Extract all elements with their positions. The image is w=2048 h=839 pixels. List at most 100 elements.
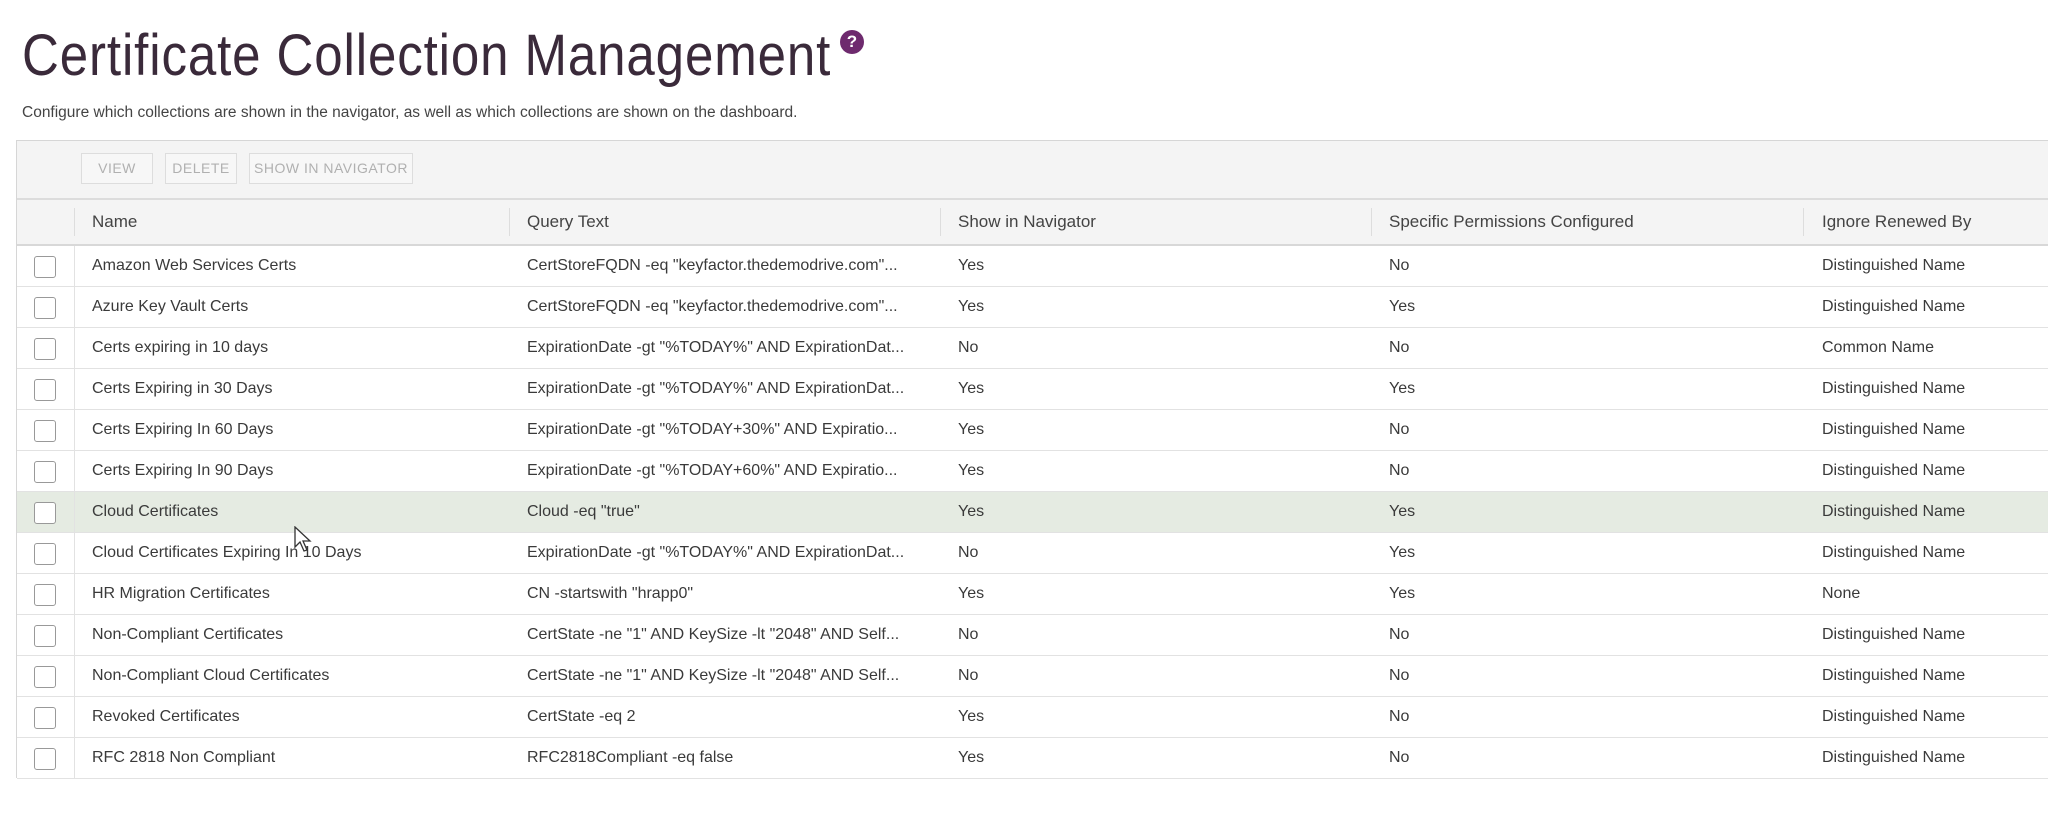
page-subtitle: Configure which collections are shown in… <box>22 104 798 121</box>
row-checkbox[interactable] <box>34 748 56 770</box>
cell-show-in-navigator: Yes <box>958 421 985 438</box>
cell-specific-permissions: No <box>1389 421 1410 438</box>
row-checkbox[interactable] <box>34 543 56 565</box>
cell-query-text: RFC2818Compliant -eq false <box>527 749 734 766</box>
table-row[interactable]: Certs Expiring In 90 Days ExpirationDate … <box>17 451 2048 492</box>
cell-show-in-navigator: No <box>958 544 979 561</box>
cell-name: Non-Compliant Cloud Certificates <box>92 667 330 684</box>
table-row[interactable]: HR Migration Certificates CN -startswith … <box>17 574 2048 615</box>
row-checkbox[interactable] <box>34 420 56 442</box>
cell-ignore-renewed-by: Distinguished Name <box>1822 380 1966 397</box>
row-checkbox[interactable] <box>34 584 56 606</box>
show-in-navigator-button[interactable]: SHOW IN NAVIGATOR <box>249 153 413 184</box>
cell-specific-permissions: No <box>1389 626 1410 643</box>
row-checkbox[interactable] <box>34 297 56 319</box>
cell-query-text: CertState -ne "1" AND KeySize -lt "2048"… <box>527 667 900 684</box>
cell-name: Certs expiring in 10 days <box>92 339 269 356</box>
cell-query-text: ExpirationDate -gt "%TODAY+60%" AND Expi… <box>527 462 898 479</box>
table-row[interactable]: Certs expiring in 10 days ExpirationDate … <box>17 328 2048 369</box>
row-checkbox[interactable] <box>34 461 56 483</box>
table-row[interactable]: Certs Expiring In 60 Days ExpirationDate … <box>17 410 2048 451</box>
cell-name: Cloud Certificates Expiring In 10 Days <box>92 544 362 561</box>
cell-query-text: CertState -eq 2 <box>527 708 636 725</box>
cell-show-in-navigator: No <box>958 626 979 643</box>
cell-show-in-navigator: Yes <box>958 298 985 315</box>
help-icon[interactable]: ? <box>840 30 864 54</box>
delete-button[interactable]: DELETE <box>165 153 237 184</box>
page-title: Certificate Collection Management <box>22 23 832 88</box>
cell-ignore-renewed-by: Distinguished Name <box>1822 544 1966 561</box>
cell-query-text: ExpirationDate -gt "%TODAY%" AND Expirat… <box>527 380 905 397</box>
cell-specific-permissions: No <box>1389 339 1410 356</box>
cell-query-text: ExpirationDate -gt "%TODAY%" AND Expirat… <box>527 339 905 356</box>
row-checkbox[interactable] <box>34 625 56 647</box>
cell-show-in-navigator: Yes <box>958 708 985 725</box>
view-button[interactable]: VIEW <box>81 153 153 184</box>
cell-specific-permissions: No <box>1389 708 1410 725</box>
cell-show-in-navigator: No <box>958 667 979 684</box>
cell-ignore-renewed-by: Distinguished Name <box>1822 708 1966 725</box>
cell-specific-permissions: Yes <box>1389 503 1416 520</box>
cell-ignore-renewed-by: None <box>1822 585 1861 602</box>
cell-show-in-navigator: Yes <box>958 380 985 397</box>
cell-name: HR Migration Certificates <box>92 585 270 602</box>
cell-query-text: CN -startswith "hrapp0" <box>527 585 694 602</box>
row-checkbox[interactable] <box>34 256 56 278</box>
grid-toolbar: VIEW DELETE SHOW IN NAVIGATOR <box>17 141 2048 200</box>
table-body: Amazon Web Services Certs CertStoreFQDN -… <box>17 246 2048 779</box>
table-row[interactable]: Amazon Web Services Certs CertStoreFQDN -… <box>17 246 2048 287</box>
cell-name: Certs Expiring In 60 Days <box>92 421 274 438</box>
cell-show-in-navigator: Yes <box>958 257 985 274</box>
cell-show-in-navigator: No <box>958 339 979 356</box>
cell-specific-permissions: No <box>1389 667 1410 684</box>
row-checkbox[interactable] <box>34 502 56 524</box>
mouse-cursor-icon <box>294 526 312 552</box>
column-header-show-in-navigator[interactable]: Show in Navigator <box>958 212 1096 231</box>
cell-specific-permissions: Yes <box>1389 585 1416 602</box>
cell-specific-permissions: No <box>1389 257 1410 274</box>
row-checkbox[interactable] <box>34 707 56 729</box>
table-row[interactable]: Revoked Certificates CertState -eq 2 Yes No… <box>17 697 2048 738</box>
cell-name: Certs Expiring In 90 Days <box>92 462 274 479</box>
cell-specific-permissions: Yes <box>1389 380 1416 397</box>
cell-specific-permissions: Yes <box>1389 298 1416 315</box>
table-row[interactable]: Non-Compliant Cloud Certificates CertStat… <box>17 656 2048 697</box>
cell-ignore-renewed-by: Distinguished Name <box>1822 462 1966 479</box>
cell-ignore-renewed-by: Distinguished Name <box>1822 421 1966 438</box>
cell-query-text: ExpirationDate -gt "%TODAY+30%" AND Expi… <box>527 421 898 438</box>
cell-name: RFC 2818 Non Compliant <box>92 749 276 766</box>
table-row[interactable]: Cloud Certificates Expiring In 10 Days Ex… <box>17 533 2048 574</box>
cell-specific-permissions: No <box>1389 749 1410 766</box>
cell-show-in-navigator: Yes <box>958 503 985 520</box>
table-header: Name Query Text Show in Navigator Specif… <box>17 200 2048 246</box>
table-row[interactable]: Cloud Certificates Cloud -eq "true" Yes Yes… <box>17 492 2048 533</box>
cell-query-text: CertState -ne "1" AND KeySize -lt "2048"… <box>527 626 900 643</box>
cell-show-in-navigator: Yes <box>958 749 985 766</box>
cell-query-text: CertStoreFQDN -eq "keyfactor.thedemodriv… <box>527 298 898 315</box>
cell-query-text: ExpirationDate -gt "%TODAY%" AND Expirat… <box>527 544 905 561</box>
cell-name: Non-Compliant Certificates <box>92 626 284 643</box>
cell-ignore-renewed-by: Distinguished Name <box>1822 298 1966 315</box>
column-header-name[interactable]: Name <box>92 212 138 231</box>
cell-ignore-renewed-by: Distinguished Name <box>1822 257 1966 274</box>
table-row[interactable]: RFC 2818 Non Compliant RFC2818Compliant -… <box>17 738 2048 779</box>
row-checkbox[interactable] <box>34 666 56 688</box>
collections-grid: VIEW DELETE SHOW IN NAVIGATOR Name Query… <box>16 140 2048 779</box>
cell-ignore-renewed-by: Distinguished Name <box>1822 749 1966 766</box>
row-checkbox[interactable] <box>34 379 56 401</box>
cell-specific-permissions: Yes <box>1389 544 1416 561</box>
table-row[interactable]: Certs Expiring in 30 Days ExpirationDate … <box>17 369 2048 410</box>
row-checkbox[interactable] <box>34 338 56 360</box>
cell-name: Azure Key Vault Certs <box>92 298 249 315</box>
cell-query-text: CertStoreFQDN -eq "keyfactor.thedemodriv… <box>527 257 898 274</box>
column-header-specific-permissions[interactable]: Specific Permissions Configured <box>1389 212 1634 231</box>
cell-ignore-renewed-by: Common Name <box>1822 339 1935 356</box>
cell-name: Revoked Certificates <box>92 708 240 725</box>
cell-ignore-renewed-by: Distinguished Name <box>1822 667 1966 684</box>
table-row[interactable]: Non-Compliant Certificates CertState -ne … <box>17 615 2048 656</box>
table-row[interactable]: Azure Key Vault Certs CertStoreFQDN -eq "… <box>17 287 2048 328</box>
column-header-query-text[interactable]: Query Text <box>527 212 609 231</box>
column-header-ignore-renewed-by[interactable]: Ignore Renewed By <box>1822 212 1972 231</box>
cell-name: Cloud Certificates <box>92 503 219 520</box>
cell-query-text: Cloud -eq "true" <box>527 503 640 520</box>
